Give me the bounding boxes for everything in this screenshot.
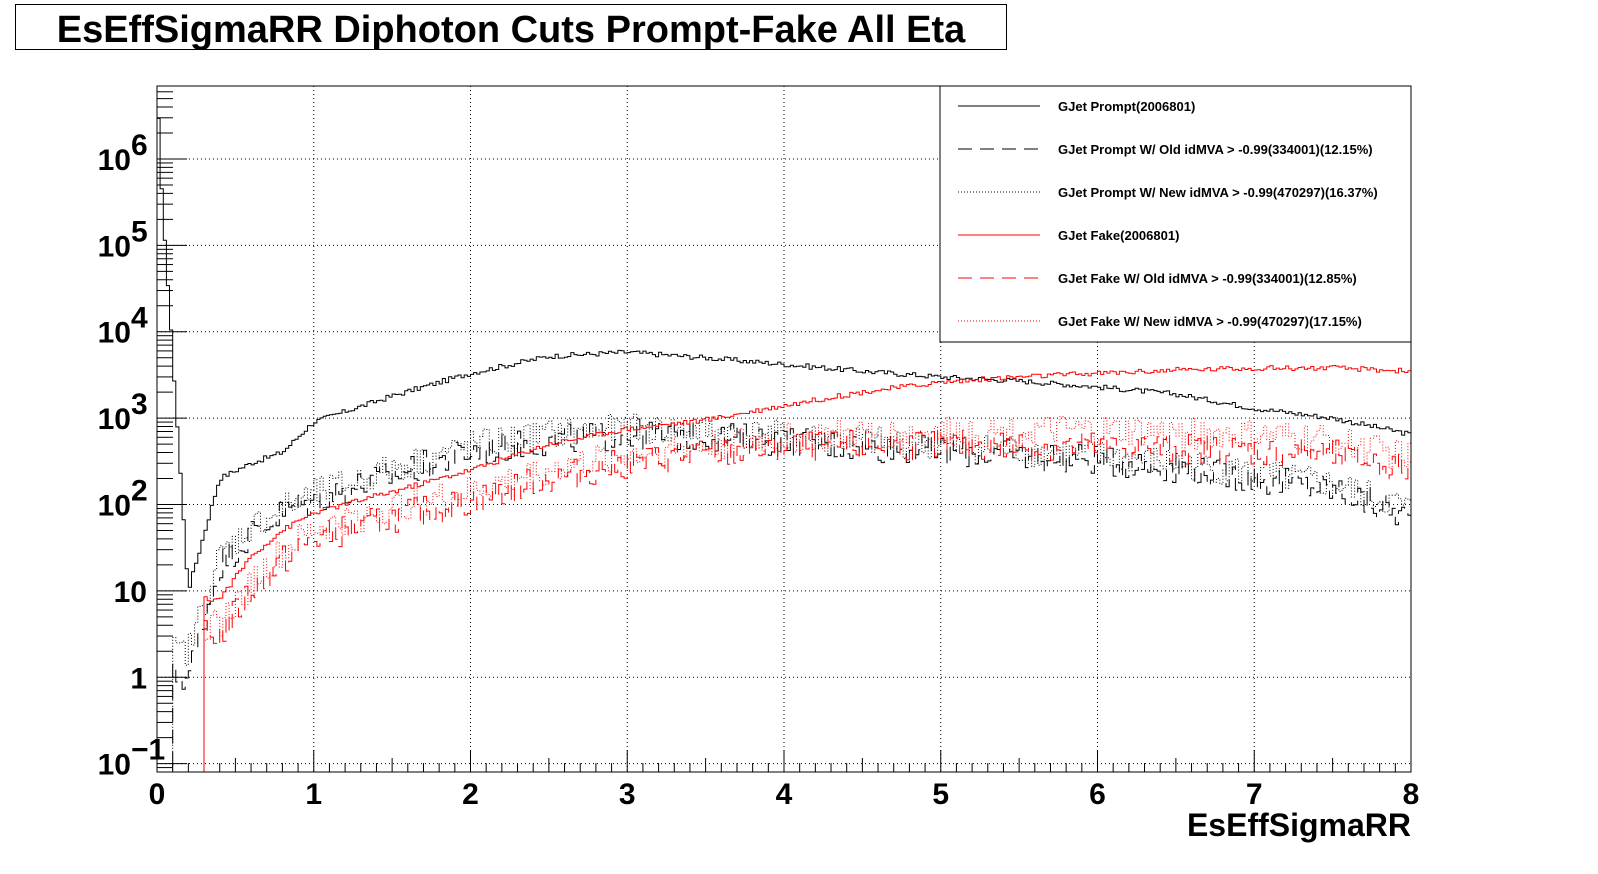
x-tick-label: 3 — [619, 778, 636, 811]
series-line — [157, 429, 1411, 773]
chart-title: EsEffSigmaRR Diphoton Cuts Prompt-Fake A… — [56, 9, 966, 51]
y-tick-label-exp: 6 — [131, 129, 148, 162]
y-tick-label-exp: 5 — [131, 215, 148, 248]
legend-entry: GJet Prompt W/ New idMVA > -0.99(470297)… — [1058, 185, 1378, 200]
y-tick-label-base: 10 — [98, 490, 131, 523]
legend: GJet Prompt(2006801) GJet Prompt W/ Old i… — [939, 85, 1412, 343]
x-tick-label: 6 — [1089, 778, 1106, 811]
legend-entry: GJet Fake W/ Old idMVA > -0.99(334001)(1… — [1058, 271, 1357, 286]
legend-entry: GJet Prompt W/ Old idMVA > -0.99(334001)… — [1058, 142, 1373, 157]
x-axis-title: EsEffSigmaRR — [1187, 807, 1411, 843]
x-axis-ticks: 0 1 2 3 4 5 6 7 8 — [149, 750, 1420, 811]
series-line — [157, 416, 1411, 773]
y-tick-label-exp: −1 — [131, 734, 165, 767]
y-tick-label: 1 — [130, 662, 147, 695]
y-tick-label-base: 10 — [98, 317, 131, 350]
x-tick-label: 2 — [462, 778, 479, 811]
series-layer — [157, 117, 1411, 773]
y-tick-label: 10 — [114, 576, 147, 609]
y-tick-label-base: 10 — [98, 403, 131, 436]
x-tick-label: 1 — [305, 778, 322, 811]
x-tick-label: 7 — [1246, 778, 1263, 811]
series-line — [157, 418, 1411, 773]
x-tick-label: 5 — [932, 778, 949, 811]
chart-title-box: EsEffSigmaRR Diphoton Cuts Prompt-Fake A… — [15, 4, 1007, 51]
y-tick-label-base: 10 — [98, 144, 131, 177]
x-tick-label: 4 — [776, 778, 793, 811]
series-line — [157, 117, 1411, 588]
y-tick-label-exp: 2 — [131, 475, 148, 508]
legend-entry: GJet Fake(2006801) — [1058, 228, 1179, 243]
series-line — [157, 365, 1411, 773]
series-line — [157, 413, 1411, 773]
legend-entry: GJet Prompt(2006801) — [1058, 99, 1195, 114]
x-tick-label: 8 — [1403, 778, 1420, 811]
y-tick-label-base: 10 — [98, 230, 131, 263]
x-tick-label: 0 — [149, 778, 166, 811]
legend-entry: GJet Fake W/ New idMVA > -0.99(470297)(1… — [1058, 314, 1362, 329]
legend-box — [939, 85, 1412, 343]
y-tick-label-exp: 4 — [131, 302, 148, 335]
y-tick-label-exp: 3 — [131, 388, 148, 421]
y-tick-label-base: 10 — [98, 749, 131, 782]
